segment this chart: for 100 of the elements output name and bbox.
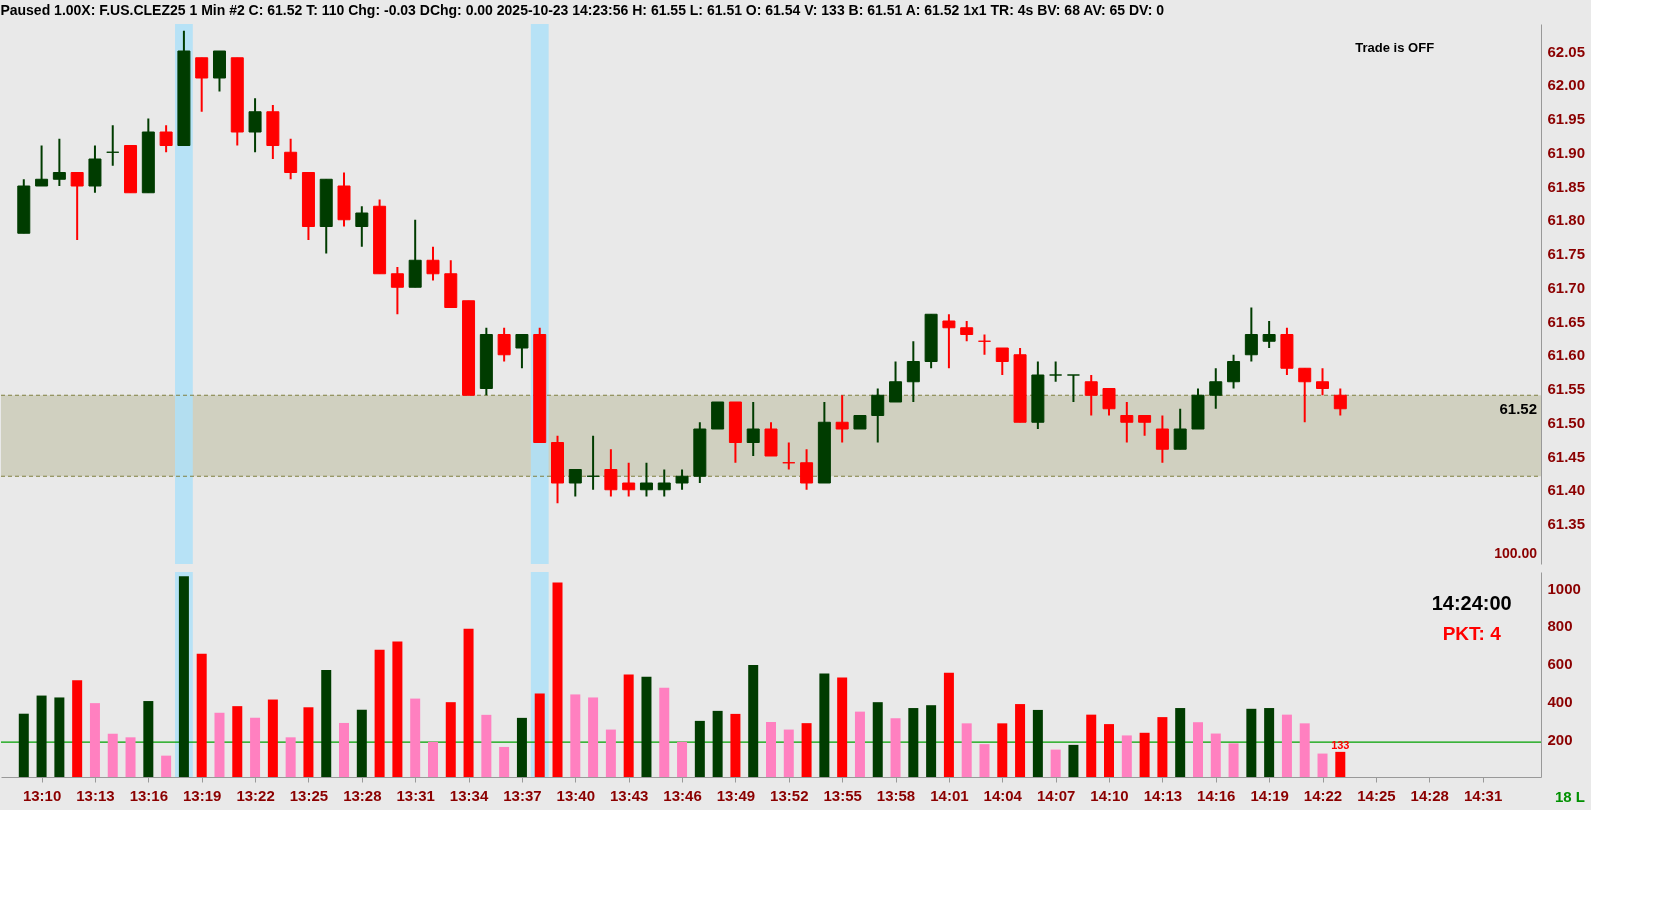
y-tick-label: 600 [1547, 655, 1573, 673]
x-tick-label: 13:58 [876, 786, 916, 804]
annotation: 61.52 [1499, 399, 1537, 417]
x-tick-label: 13:10 [22, 786, 62, 804]
candlestick [1066, 374, 1080, 403]
x-tick-label: 13:40 [556, 786, 595, 804]
bar [1015, 704, 1026, 777]
bar [107, 733, 118, 777]
x-tick-label: 13:55 [823, 786, 862, 804]
x-tick-label: 14:28 [1410, 786, 1449, 804]
chart-title: Paused 1.00X: F.US.CLEZ25 1 Min #2 C: 61.52 T: 110 Chg: -0.03 DChg: 0.00 2025-10-23 14:23:56 H: 61.55 L: 61.51 O: 61.54 V: 133 B: 61.51 A: 61.52 1x1 TR: 4s BV: 68 AV: 65 DV: 0 [0, 2, 1165, 18]
bar [1175, 708, 1186, 777]
x-tick-label: 14:07 [1036, 786, 1076, 804]
bar [694, 720, 705, 777]
bar [659, 687, 670, 777]
bar [499, 746, 510, 777]
annotation: 14:24:00 [1431, 592, 1512, 614]
candlestick [70, 171, 84, 241]
candlestick [1120, 401, 1134, 444]
candlestick [426, 245, 440, 282]
candlestick [995, 347, 1009, 376]
candlestick [1262, 320, 1276, 349]
x-tick-label: 13:31 [396, 786, 435, 804]
candlestick [1138, 414, 1152, 437]
bar [748, 664, 759, 777]
candlestick [960, 320, 974, 343]
candlestick [782, 441, 796, 471]
candlestick [390, 266, 404, 316]
y-tick-label: 400 [1547, 692, 1573, 710]
y-tick-label: 61.55 [1547, 380, 1586, 397]
x-tick-label: 14:04 [983, 786, 1023, 804]
bar [410, 698, 421, 777]
candlestick [586, 434, 600, 491]
candlestick [657, 468, 671, 498]
x-tick-label: 13:19 [183, 786, 222, 804]
candlestick [800, 448, 814, 491]
bar [481, 714, 492, 777]
y-tick-label: 800 [1547, 617, 1573, 635]
x-tick-label: 13:37 [503, 786, 542, 804]
bar [819, 673, 830, 777]
bar [463, 628, 474, 777]
bar [1121, 735, 1132, 777]
candlestick [1227, 353, 1241, 390]
bar [943, 672, 954, 777]
x-tick-label: 14:01 [930, 786, 969, 804]
bar [321, 670, 332, 777]
x-tick-label: 14:10 [1090, 786, 1129, 804]
y-tick-label: 61.75 [1547, 245, 1586, 262]
bar [356, 709, 367, 777]
bar [1104, 724, 1115, 777]
bar [1086, 714, 1097, 777]
bar [427, 741, 438, 777]
x-tick-label: 14:16 [1197, 786, 1236, 804]
bar [161, 755, 172, 777]
annotation: PKT: 4 [1442, 623, 1502, 644]
candlestick [1173, 407, 1187, 451]
x-tick-label: 13:46 [663, 786, 702, 804]
candlestick [52, 137, 66, 187]
bar [1139, 732, 1150, 777]
bar [730, 713, 741, 777]
bar [641, 676, 652, 777]
bar [445, 702, 456, 777]
bar [1281, 714, 1292, 777]
bar [72, 680, 83, 777]
candlestick [1298, 367, 1312, 424]
bar [570, 694, 581, 777]
annotation: 100.00 [1494, 545, 1538, 561]
bar [1192, 722, 1203, 777]
x-tick-label: 13:28 [343, 786, 382, 804]
y-tick-label: 61.45 [1547, 447, 1586, 465]
x-tick-label: 13:13 [76, 786, 115, 804]
y-tick-label: 61.60 [1547, 346, 1586, 364]
candlestick [497, 326, 511, 363]
bar [1050, 749, 1061, 777]
y-tick-label: 62.00 [1547, 76, 1586, 94]
y-tick-label: 61.40 [1547, 481, 1586, 499]
y-tick-label: 61.85 [1547, 177, 1586, 195]
bar [997, 723, 1008, 777]
bar [1157, 717, 1168, 777]
candlestick [248, 97, 262, 154]
bar [605, 729, 616, 777]
bar [908, 708, 919, 777]
bar [801, 723, 812, 777]
bar [1335, 751, 1346, 777]
x-tick-label: 14:25 [1357, 786, 1396, 804]
candlestick [1209, 367, 1223, 410]
y-tick-label: 200 [1547, 730, 1573, 748]
bar [1210, 733, 1221, 777]
candlestick [1333, 387, 1347, 417]
bar [766, 722, 776, 777]
bar [961, 723, 972, 777]
candlestick [35, 144, 49, 187]
text: 18 L [1555, 788, 1586, 805]
bar [552, 582, 563, 777]
candlestick [1316, 367, 1330, 397]
candlestick [568, 468, 582, 498]
x-tick-label: 13:25 [289, 786, 329, 804]
y-tick-label: 61.95 [1547, 110, 1586, 127]
candlestick [195, 56, 209, 113]
y-tick-label: 61.80 [1547, 211, 1586, 229]
